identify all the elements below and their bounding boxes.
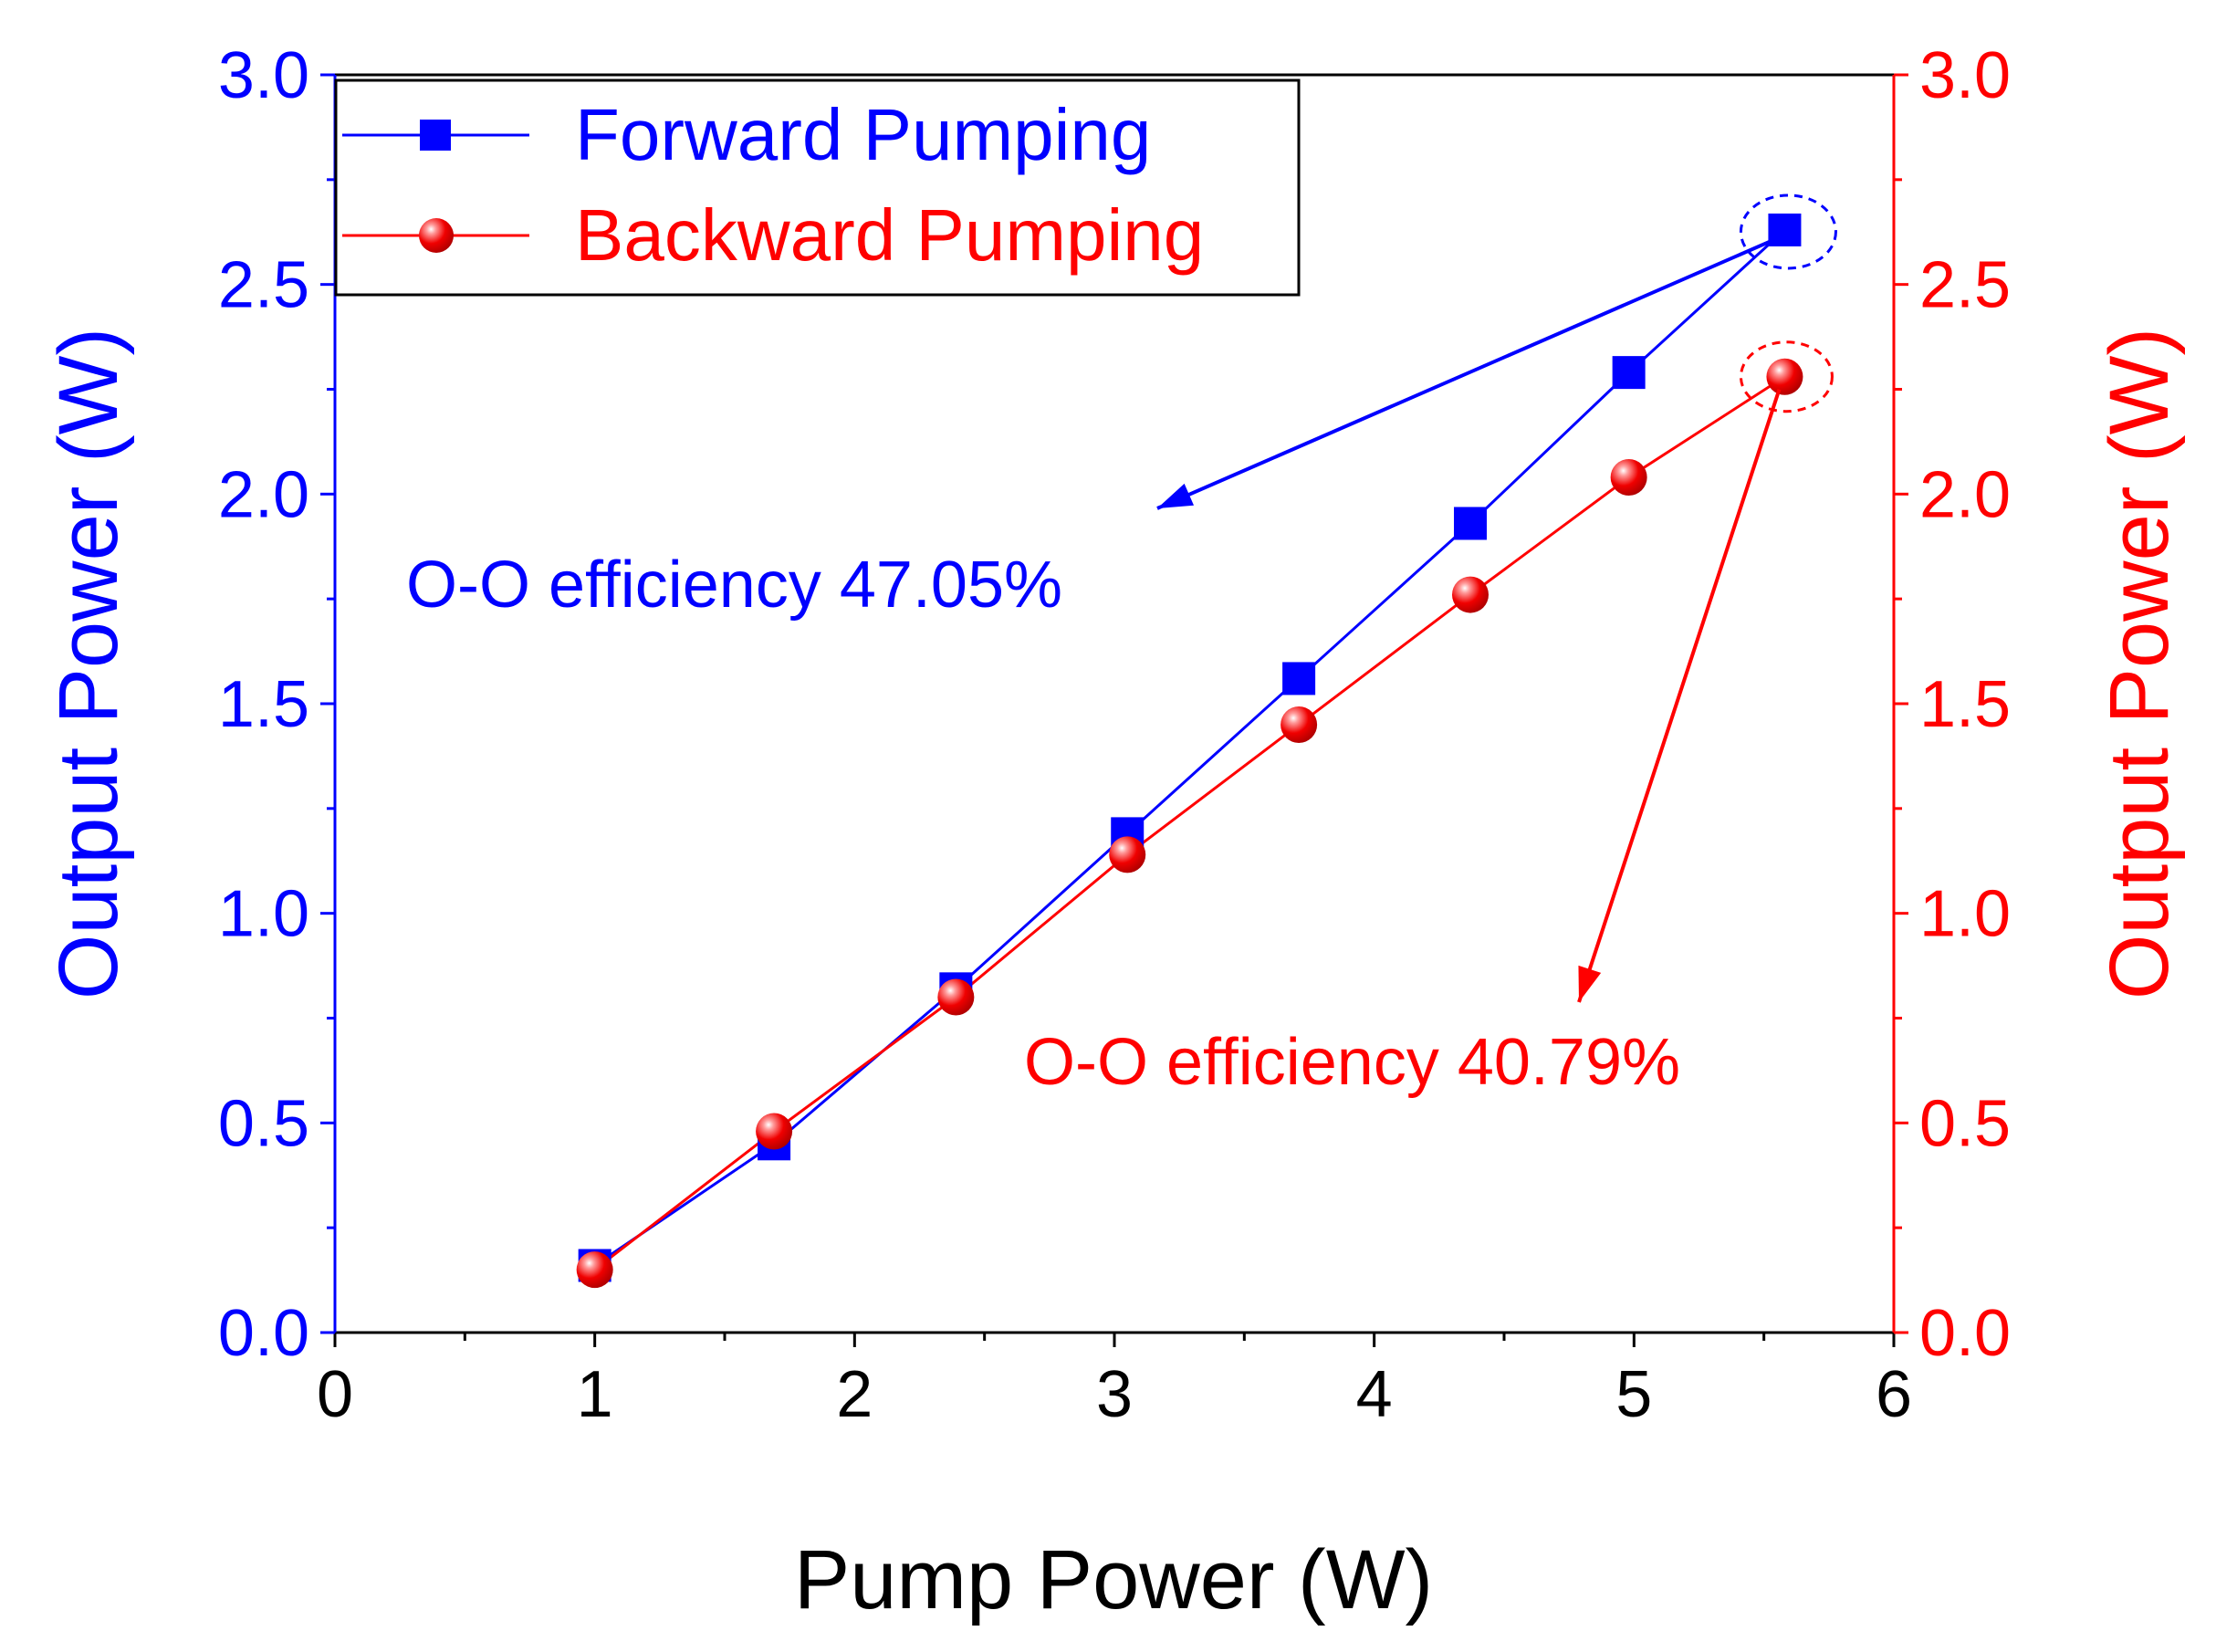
forward-arrow-head (1157, 483, 1195, 508)
backward-data-point (937, 978, 975, 1016)
backward-arrow-head (1578, 965, 1602, 1002)
x-tick-label: 3 (1096, 1358, 1133, 1431)
right-y-tick-label: 1.0 (1919, 878, 2011, 951)
left-y-tick-label: 1.5 (218, 668, 309, 741)
backward-data-point (1610, 458, 1647, 496)
backward-data-point (1109, 836, 1146, 873)
legend-backward-marker (419, 218, 454, 253)
right-y-tick-label: 3.0 (1919, 39, 2011, 112)
right-y-tick-label: 2.5 (1919, 249, 2011, 322)
legend: Forward Pumping Backward Pumping (334, 78, 1301, 297)
left-y-axis-label: Output Power (W) (42, 328, 135, 999)
left-y-tick-label: 2.0 (218, 458, 309, 531)
backward-data-point (1280, 706, 1318, 743)
backward-data-point (1766, 358, 1803, 395)
left-y-tick-label: 0.5 (218, 1087, 309, 1160)
forward-data-point (1282, 662, 1316, 695)
right-y-tick-label: 0.0 (1919, 1297, 2011, 1370)
x-axis-ticks: 0 1 2 3 4 5 6 (317, 1333, 1912, 1431)
x-tick-label: 0 (317, 1358, 353, 1431)
backward-efficiency-annotation: O-O efficiency 40.79% (1024, 1026, 1680, 1099)
right-y-axis-label: Output Power (W) (2093, 328, 2186, 999)
left-y-axis-ticks: 0.0 0.5 1.0 1.5 2.0 2.5 3.0 (218, 39, 335, 1370)
x-tick-label: 4 (1356, 1358, 1393, 1431)
backward-series-line (593, 375, 1786, 1271)
x-tick-label: 5 (1615, 1358, 1652, 1431)
right-y-tick-label: 1.5 (1919, 668, 2011, 741)
left-y-tick-label: 3.0 (218, 39, 309, 112)
legend-forward-label: Forward Pumping (575, 94, 1151, 175)
right-y-tick-label: 0.5 (1919, 1087, 2011, 1160)
left-y-tick-label: 1.0 (218, 878, 309, 951)
legend-backward-label: Backward Pumping (575, 194, 1204, 276)
x-tick-label: 1 (577, 1358, 613, 1431)
x-axis-label: Pump Power (W) (794, 1533, 1433, 1626)
backward-data-point (576, 1251, 613, 1289)
annotation-layer (1156, 193, 1837, 1003)
forward-highlight-ellipse (1739, 193, 1837, 270)
legend-forward-marker (420, 120, 451, 151)
forward-efficiency-annotation: O-O efficiency 47.05% (406, 549, 1062, 622)
forward-arrow-line (1156, 237, 1777, 510)
backward-data-point (756, 1113, 793, 1150)
x-tick-label: 6 (1876, 1358, 1912, 1431)
forward-data-point (1612, 356, 1646, 390)
legend-box (334, 78, 1301, 297)
backward-data-point (1451, 576, 1489, 613)
right-y-tick-label: 2.0 (1919, 458, 2011, 531)
right-y-axis-ticks: 0.0 0.5 1.0 1.5 2.0 2.5 3.0 (1894, 39, 2011, 1370)
left-y-tick-label: 2.5 (218, 249, 309, 322)
left-y-tick-label: 0.0 (218, 1297, 309, 1370)
backward-highlight-ellipse (1739, 340, 1834, 413)
series-layer (576, 213, 1803, 1289)
x-tick-label: 2 (836, 1358, 873, 1431)
backward-arrow-line (1577, 389, 1782, 1003)
forward-series-line (593, 228, 1786, 1267)
forward-data-point (1453, 507, 1487, 540)
